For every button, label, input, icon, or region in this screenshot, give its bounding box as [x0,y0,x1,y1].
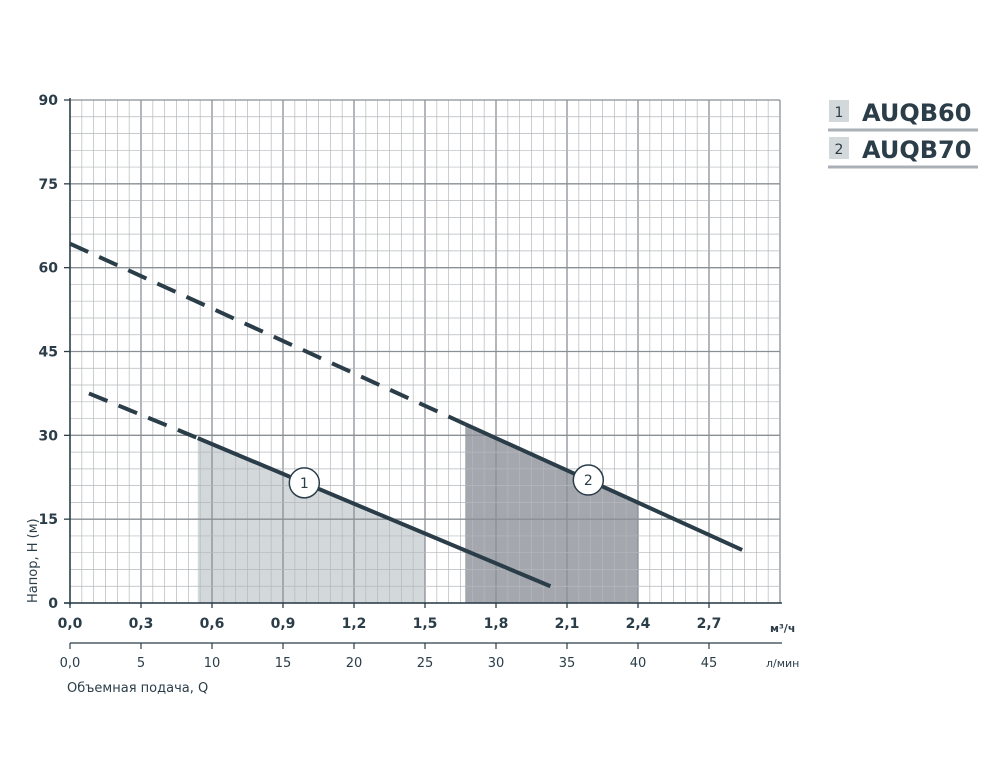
x-tick-label: 2,1 [555,616,580,632]
y-tick-label: 90 [39,93,59,109]
x2-tick-label: 25 [417,656,434,671]
x2-tick-label: 5 [137,656,145,671]
legend-2-box [829,137,849,159]
x-axis-label: Объемная подача, Q [67,681,208,696]
x2-tick-label: 0,0 [60,656,81,671]
curves [69,241,743,589]
x-tick-label: 0,9 [271,616,296,632]
x2-tick-label: 45 [701,656,718,671]
x2-tick-label: 30 [488,656,505,671]
y-tick-label: 15 [39,512,58,528]
x2-tick-label: 10 [204,656,221,671]
x2-tick-label: 15 [275,656,292,671]
legend-1-number: 1 [835,105,844,121]
y-tick-label: 75 [39,177,58,193]
x2-axis-unit: л/мин [766,657,799,670]
y-tick-label: 60 [39,261,59,277]
curve-1-marker [288,467,321,499]
axes [64,98,782,649]
x-axis-unit: м³/ч [770,622,795,635]
legend-1-box [829,100,849,122]
curve-1-dashed [88,391,199,440]
curve-2-marker-label: 2 [584,473,593,489]
x2-tick-label: 40 [630,656,647,671]
x-tick-label: 0,6 [200,616,225,632]
x2-tick-label: 35 [559,656,576,671]
y-tick-label: 30 [39,428,59,444]
x-tick-label: 0,3 [129,616,154,632]
legend-1-name: AUQB60 [862,99,971,127]
y-tick-label: 0 [48,596,58,612]
operating-range-fill-2 [465,424,638,603]
x-tick-label: 1,2 [342,616,367,632]
x2-tick-label: 20 [346,656,363,671]
curve-1-solid [197,436,552,589]
legend-2-name: AUQB70 [862,136,971,164]
x-tick-label: 1,8 [484,616,509,632]
y-axis-label: Напор, Н (м) [26,518,41,603]
x-tick-label: 2,7 [697,616,722,632]
operating-range-fill-1 [197,438,425,603]
x-tick-label: 2,4 [626,616,651,632]
curve-2-solid [464,422,743,552]
x-tick-label: 0,0 [58,616,83,632]
grid [69,99,781,604]
curve-2-marker [572,464,605,496]
x-tick-label: 1,5 [413,616,438,632]
y-tick-label: 45 [39,345,58,361]
curve-1-marker-label: 1 [300,476,309,492]
legend-2-number: 2 [835,142,844,158]
operating-range-fills [197,424,638,603]
legend: 1 AUQB60 2 AUQB70 [828,99,978,169]
curve-2-dashed [69,241,467,426]
